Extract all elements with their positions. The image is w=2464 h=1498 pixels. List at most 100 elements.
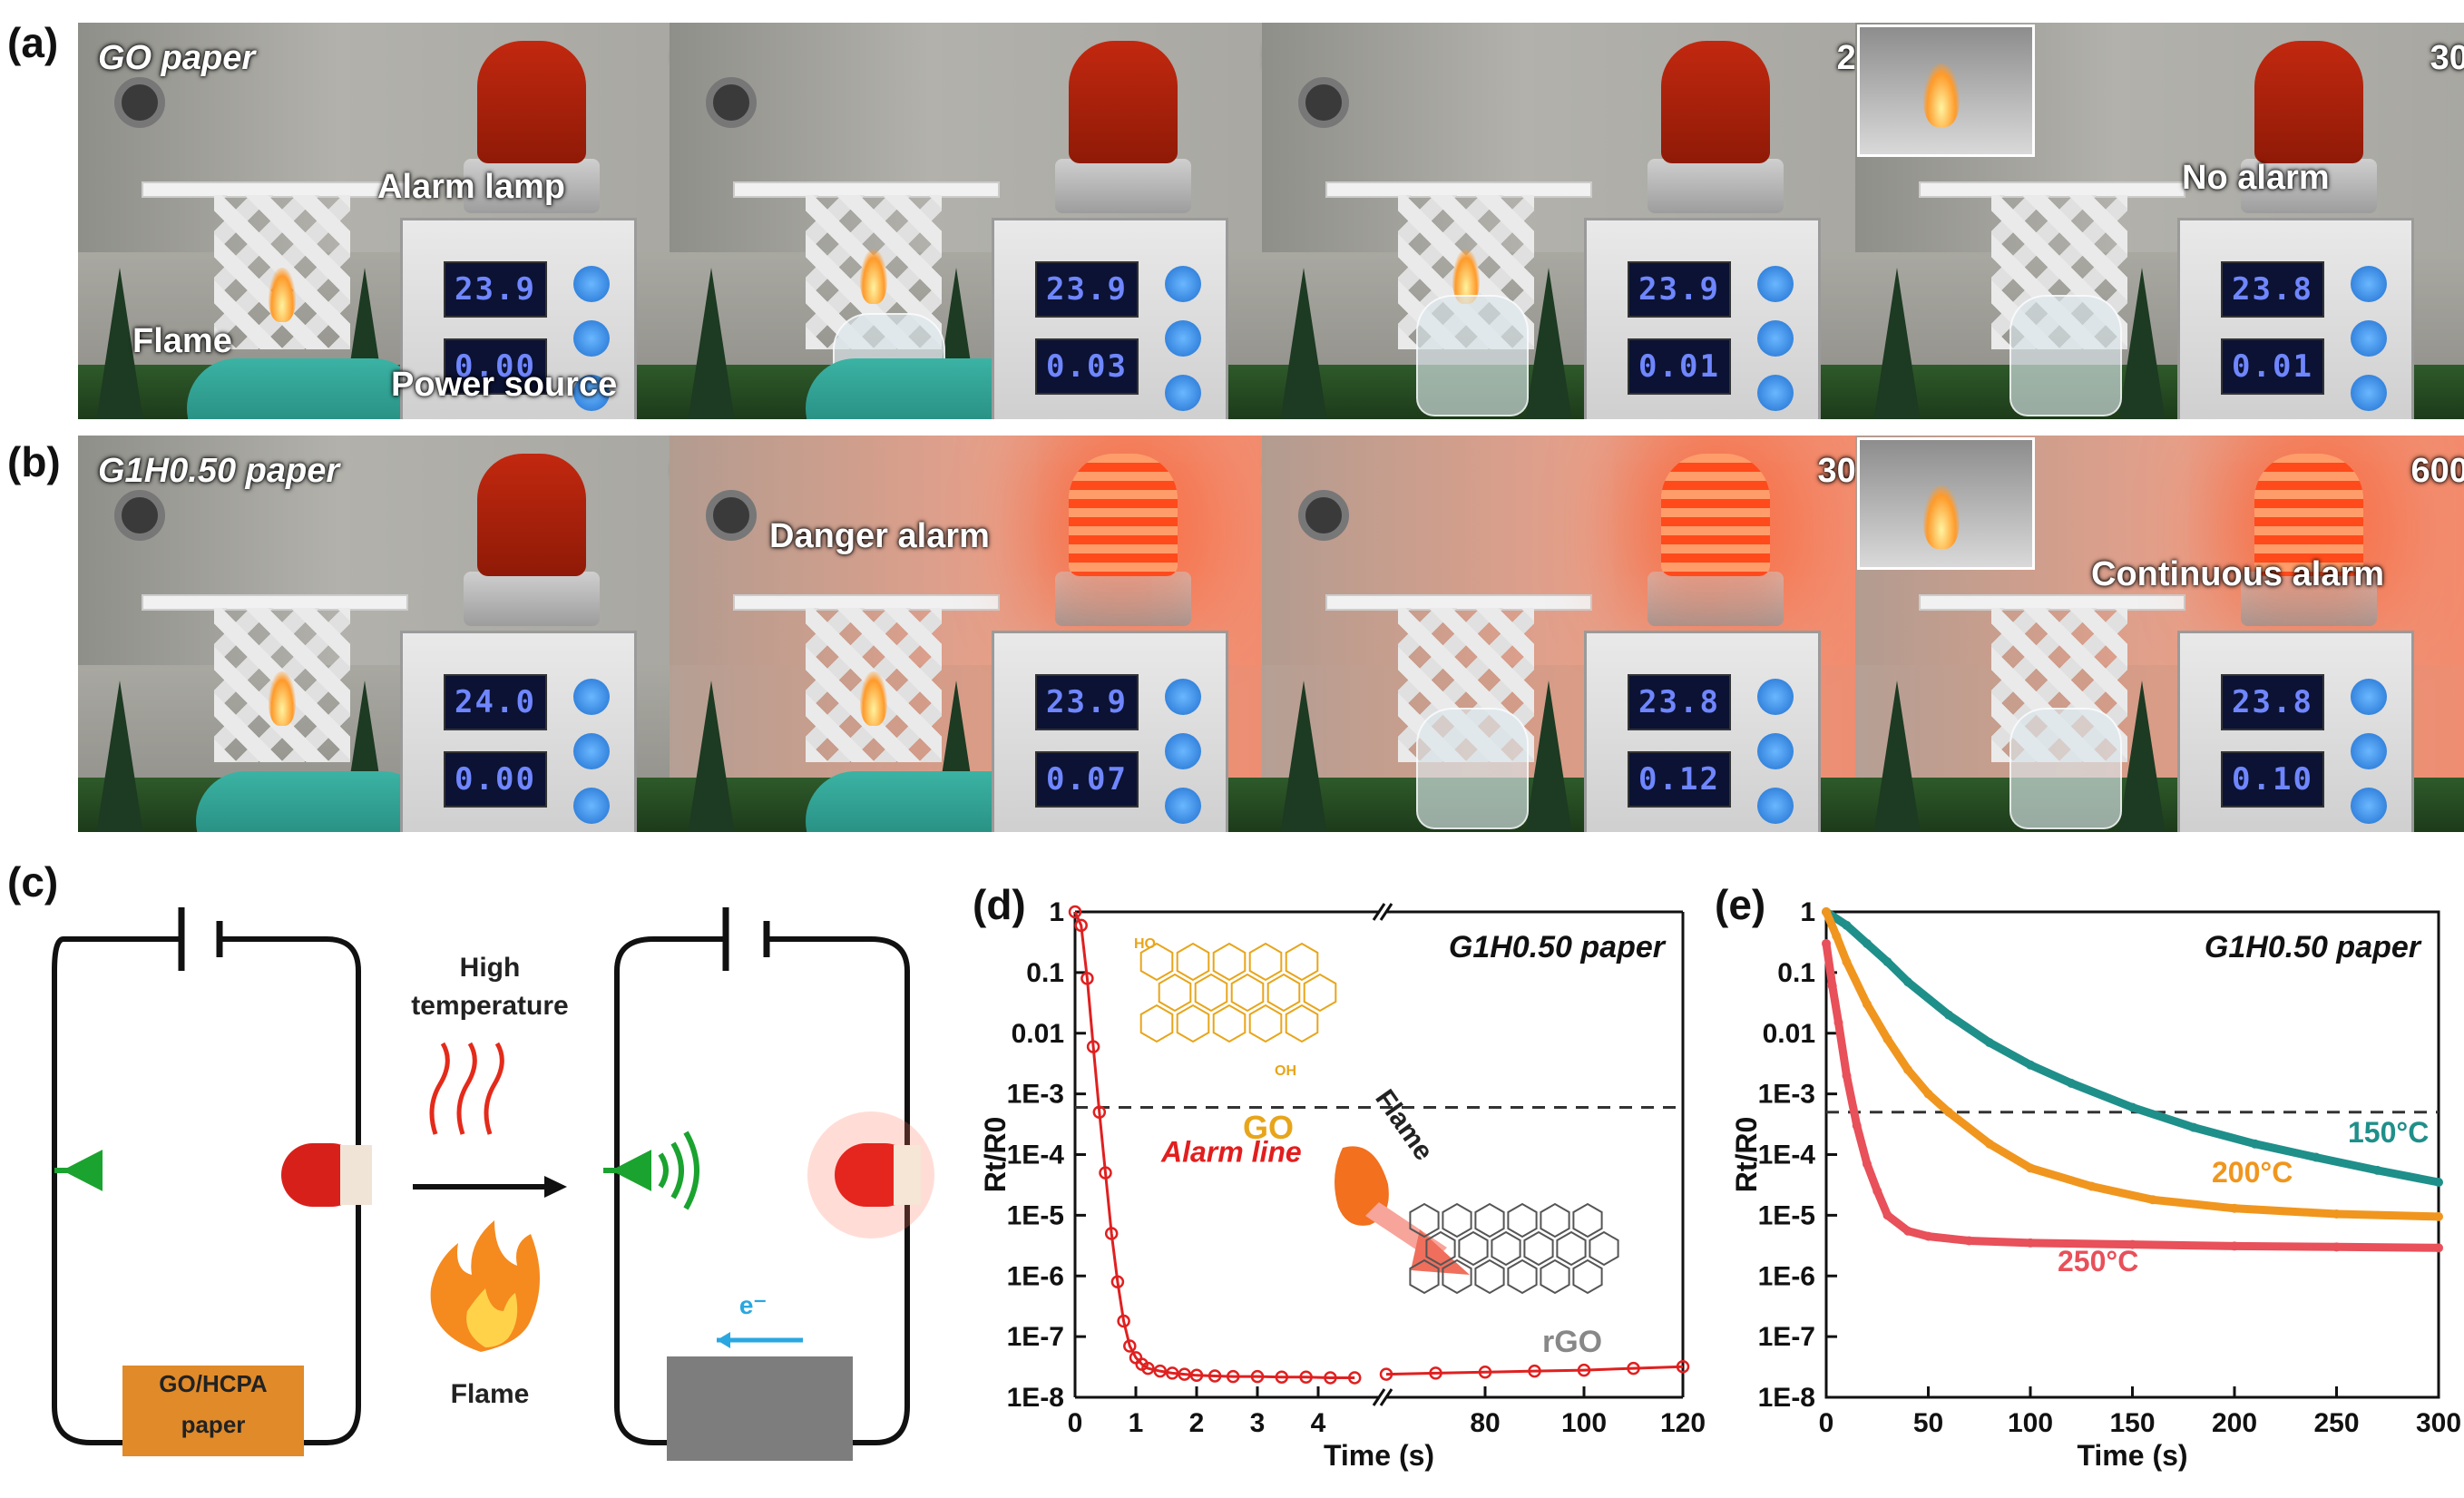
data-point — [2026, 1238, 2035, 1248]
data-point — [2434, 1243, 2443, 1253]
data-point — [2026, 1060, 2035, 1070]
data-point — [1086, 1040, 1100, 1053]
x-tick-label: 80 — [1470, 1408, 1500, 1438]
data-point — [2434, 1177, 2443, 1187]
chart-d: 1 0.1 0.01 1E-3 1E-4 1E-5 1E-6 1E-7 1E-80 1 2 3 4 80 1… — [979, 897, 1706, 1472]
heat-waves-icon — [429, 1042, 504, 1135]
alarm-lamp-on-icon — [807, 1111, 934, 1239]
data-point — [1676, 1359, 1690, 1374]
alarm-lamp-icon — [281, 1143, 372, 1207]
series-label: 250°C — [2058, 1245, 2138, 1278]
data-point — [1141, 1361, 1155, 1376]
voltage-display: 23.9 — [444, 261, 547, 318]
data-point — [2087, 1181, 2097, 1191]
x-tick-label: 1 — [1129, 1408, 1144, 1438]
circuit-schematic — [52, 907, 934, 1461]
data-point — [1842, 1071, 1852, 1081]
data-point — [1299, 1370, 1313, 1385]
series-line — [1385, 1365, 1684, 1376]
y-tick-label: 1E-7 — [1007, 1322, 1064, 1352]
x-tick-label: 120 — [1660, 1408, 1706, 1438]
y-tick-label: 0.1 — [1026, 958, 1064, 988]
voltage-display: 23.8 — [1628, 674, 1731, 730]
data-point — [1903, 977, 1912, 987]
chart-title: G1H0.50 paper — [2205, 930, 2422, 964]
photo-b-3: 23.80.12 300s — [1262, 436, 1912, 832]
go-label: GO — [1243, 1109, 1294, 1146]
no-alarm-label: No alarm — [2182, 159, 2330, 197]
data-point — [1092, 1105, 1107, 1120]
data-point — [2026, 1163, 2035, 1173]
flame-ball-icon — [1335, 1146, 1389, 1226]
data-point — [2148, 1195, 2157, 1205]
speaker-icon — [54, 1150, 103, 1191]
series-line — [1822, 939, 2443, 1252]
current-display: 0.00 — [444, 751, 547, 808]
y-tick-label: 1E-7 — [1758, 1322, 1815, 1352]
y-tick-label: 1E-3 — [1758, 1080, 1815, 1110]
voltage-display: 23.9 — [1035, 674, 1139, 730]
y-tick-label: 1 — [1800, 897, 1815, 927]
flame-arrow-head — [1411, 1229, 1470, 1275]
y-tick-label: 1E-8 — [1007, 1383, 1064, 1413]
paper-label-2: paper — [181, 1411, 246, 1438]
data-point — [1627, 1361, 1640, 1376]
voltage-display: 23.8 — [2221, 674, 2324, 730]
data-point — [1074, 918, 1088, 933]
data-point — [1822, 907, 1831, 916]
photo-a-3: 23.90.01 20s — [1262, 23, 1912, 419]
data-point — [1985, 1139, 1994, 1149]
data-point — [1985, 1038, 1994, 1048]
data-point — [1832, 931, 1842, 941]
rgo-structure — [1409, 1202, 1619, 1295]
x-tick-label: 300 — [2416, 1408, 2461, 1438]
alarm-lamp-label: Alarm lamp — [377, 168, 565, 206]
time-label: 30s — [2430, 39, 2464, 77]
time-label: 600s — [2410, 452, 2464, 490]
x-tick-label: 4 — [1311, 1408, 1326, 1438]
data-point — [2230, 1241, 2239, 1251]
speaker-on-icon — [603, 1150, 651, 1191]
data-point — [1863, 1159, 1872, 1169]
flame-annotation: Flame — [1369, 1084, 1439, 1166]
current-display: 0.00 — [444, 338, 547, 395]
photo-b-1: 24.00.00 G1H0.50 paper 0s — [78, 436, 728, 832]
data-point — [2372, 1165, 2382, 1175]
x-tick-label: 0 — [1819, 1408, 1834, 1438]
data-point — [1852, 1121, 1862, 1131]
flame-label: Flame — [132, 322, 232, 360]
sound-waves-icon — [658, 1131, 699, 1210]
axis-break-mark — [1379, 1388, 1393, 1406]
series-label: 200°C — [2212, 1156, 2293, 1189]
ho-label: HO — [1134, 936, 1156, 952]
data-point — [2332, 1209, 2342, 1219]
data-point — [1923, 1089, 1933, 1099]
data-point — [1226, 1369, 1240, 1384]
y-tick-label: 1E-8 — [1758, 1383, 1815, 1413]
data-point — [2434, 1211, 2443, 1221]
data-point — [1903, 1065, 1912, 1075]
data-point — [1110, 1275, 1125, 1288]
power-source-label: Power source — [391, 366, 618, 404]
rgo-paper — [667, 1356, 853, 1461]
paper-label-1: GO/HCPA — [159, 1370, 268, 1397]
plot-frame — [1824, 910, 2440, 1399]
data-point — [1882, 1034, 1892, 1044]
data-point — [2230, 1203, 2239, 1213]
data-point — [1478, 1365, 1492, 1379]
electron-label: e⁻ — [738, 1291, 768, 1319]
data-point — [1117, 1314, 1130, 1328]
y-tick-label: 1E-4 — [1758, 1141, 1816, 1170]
data-point — [2127, 1239, 2137, 1249]
y-tick-label: 1E-4 — [1007, 1141, 1065, 1170]
y-tick-label: 1E-6 — [1758, 1261, 1815, 1291]
danger-alarm-label: Danger alarm — [769, 517, 990, 555]
go-structure — [1139, 942, 1337, 1043]
panel-label-a: (a) — [7, 19, 59, 66]
data-point — [1104, 1227, 1119, 1240]
data-point — [1189, 1368, 1204, 1383]
data-point — [1964, 1236, 1974, 1246]
axis-break-mark — [1372, 1388, 1386, 1406]
photo-a-2: 23.90.03 5s — [670, 23, 1320, 419]
data-point — [1099, 1166, 1112, 1180]
